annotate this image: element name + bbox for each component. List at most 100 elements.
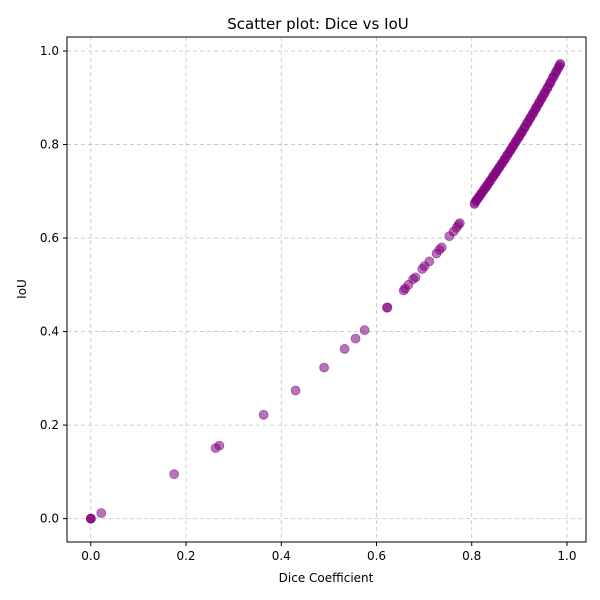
data-point-dense (523, 116, 534, 127)
data-point (339, 343, 350, 354)
data-point (319, 362, 330, 373)
data-point-dense (529, 106, 539, 117)
data-point (436, 242, 447, 253)
data-point-dense (531, 102, 542, 113)
data-point-dense (495, 160, 506, 171)
data-point-dense (508, 139, 519, 150)
data-point-dense (476, 188, 487, 198)
data-point-dense (538, 89, 549, 100)
data-point-dense (481, 181, 492, 192)
data-point-dense (479, 184, 490, 195)
data-point-dense (519, 122, 530, 133)
data-point-dense (542, 83, 553, 94)
data-point-dense (513, 132, 524, 143)
data-point-dense (518, 124, 529, 135)
x-tick-label: 0.8 (462, 549, 481, 563)
y-tick-label: 0.8 (40, 138, 59, 152)
data-point-dense (486, 174, 497, 185)
data-point-dense (498, 156, 509, 167)
data-point-dense (554, 61, 564, 72)
data-point-dense (544, 79, 555, 89)
chart-title: Scatter plot: Dice vs IoU (227, 15, 408, 33)
data-point-dense (470, 196, 481, 207)
data-point-dense (485, 176, 495, 186)
data-point (410, 272, 421, 283)
y-axis-label: IoU (15, 279, 29, 299)
data-point-dense (514, 130, 525, 141)
data-point-dense (528, 108, 538, 119)
data-point-dense (532, 100, 543, 111)
y-tick-label: 0.0 (40, 512, 59, 526)
data-points (85, 59, 566, 524)
data-point-dense (548, 72, 559, 83)
data-point-dense (555, 59, 566, 69)
data-point-dense (497, 158, 507, 169)
y-tick-label: 0.4 (40, 325, 59, 339)
data-point-dense (505, 145, 516, 156)
data-point-dense (511, 136, 522, 146)
data-point-dense (549, 70, 560, 81)
data-point (382, 302, 393, 313)
y-tick-label: 1.0 (40, 44, 59, 58)
data-point (169, 469, 180, 480)
y-tick-label: 0.6 (40, 231, 59, 245)
data-point-dense (550, 68, 561, 78)
data-point-dense (480, 183, 491, 193)
x-tick-label: 0.2 (176, 549, 195, 563)
data-point-dense (473, 193, 484, 203)
data-point-dense (488, 170, 499, 181)
data-point-dense (503, 149, 513, 160)
plot-frame (66, 36, 587, 543)
data-point-dense (547, 74, 557, 85)
data-point-dense (543, 81, 554, 92)
grid-lines (67, 37, 586, 542)
data-point-dense (539, 87, 550, 98)
data-point-dense (536, 94, 547, 104)
x-axis-ticks: 0.0 0.2 0.4 0.6 0.8 1.0 (81, 542, 577, 563)
data-point-dense (499, 154, 510, 165)
x-axis-label: Dice Coefficient (279, 571, 374, 585)
data-point-dense (500, 152, 511, 163)
data-point-dense (482, 179, 493, 190)
data-point (214, 440, 225, 451)
data-point-dense (474, 191, 485, 202)
data-point (555, 59, 566, 70)
y-tick-label: 0.2 (40, 418, 59, 432)
data-point (424, 256, 435, 267)
data-point-dense (524, 114, 535, 125)
data-point-dense (512, 134, 523, 145)
data-point (350, 333, 361, 344)
data-point-dense (506, 143, 517, 154)
data-point (290, 385, 301, 396)
data-point-dense (469, 198, 480, 208)
data-point-dense (522, 118, 532, 129)
data-point-dense (530, 104, 541, 115)
data-point-dense (533, 98, 544, 109)
data-point (454, 218, 465, 229)
data-point (85, 513, 96, 524)
data-point-dense (491, 167, 501, 178)
data-point-dense (507, 141, 518, 152)
data-point-dense (493, 163, 504, 174)
data-point-dense (501, 151, 512, 161)
data-point-dense (492, 165, 503, 176)
data-point-dense (516, 128, 526, 139)
data-point-dense (510, 138, 520, 148)
data-point-dense (545, 76, 556, 87)
data-point-dense (475, 189, 486, 200)
data-point-dense (520, 120, 531, 131)
x-tick-label: 1.0 (557, 549, 576, 563)
data-point-dense (487, 172, 498, 183)
data-point (258, 409, 269, 420)
x-tick-label: 0.6 (367, 549, 386, 563)
y-axis-ticks: 0.0 0.2 0.4 0.6 0.8 1.0 (40, 44, 67, 526)
data-point-dense (525, 112, 536, 123)
data-point-dense (526, 110, 537, 121)
data-point (96, 508, 107, 518)
data-point-dense (541, 85, 551, 96)
data-point-dense (494, 162, 505, 172)
x-tick-label: 0.0 (81, 549, 100, 563)
data-point-dense (504, 147, 515, 158)
data-point-dense (483, 177, 494, 188)
